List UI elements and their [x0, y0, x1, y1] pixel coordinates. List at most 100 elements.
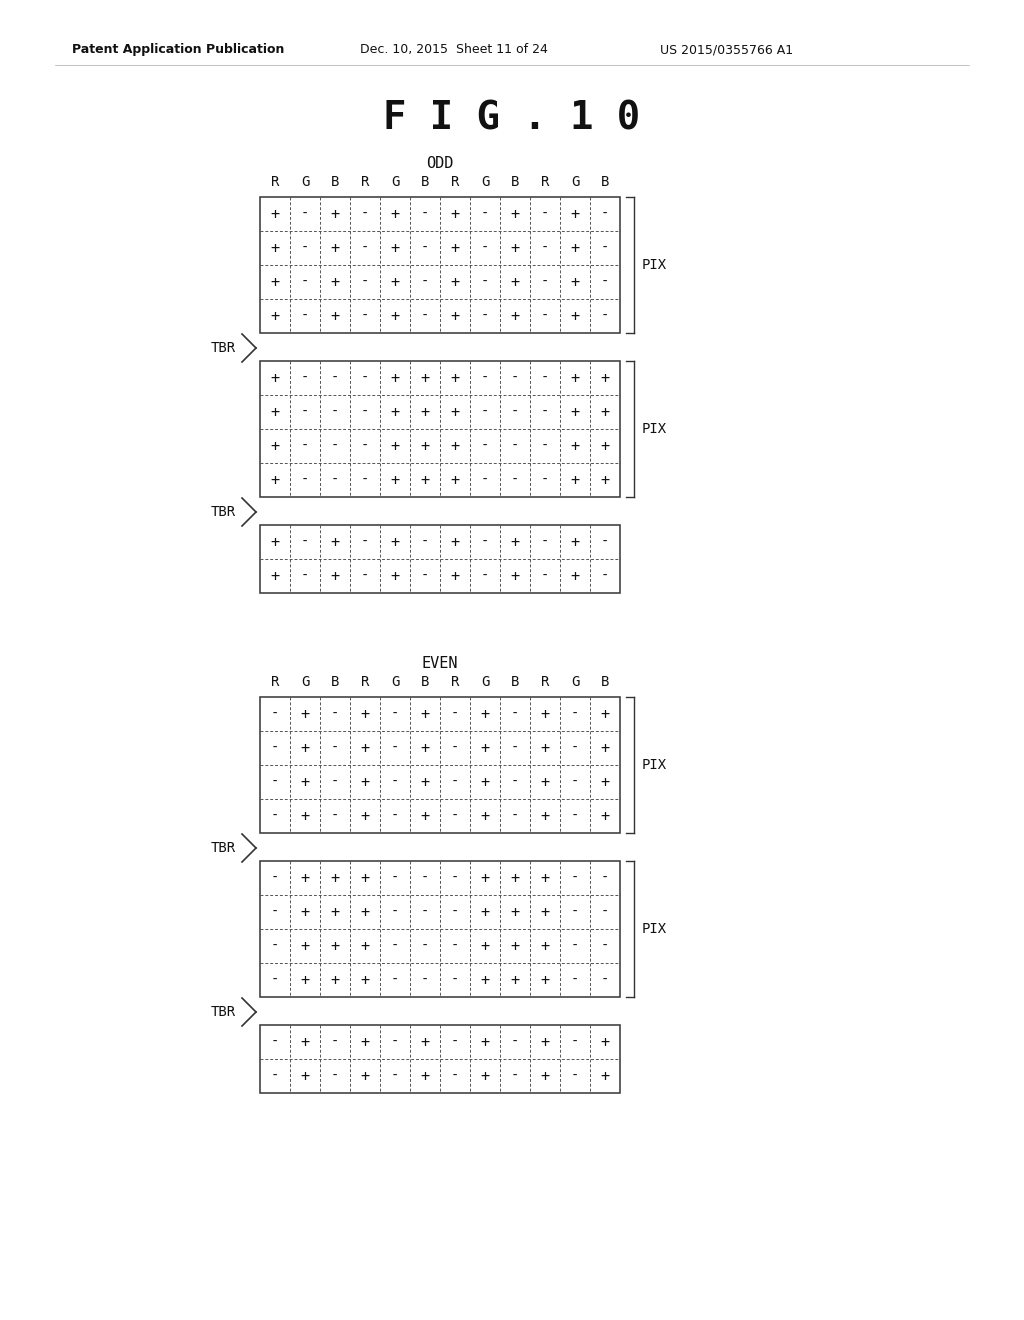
Text: +: +: [570, 535, 580, 549]
Text: B: B: [331, 176, 339, 189]
Text: +: +: [331, 206, 340, 222]
Text: -: -: [451, 741, 459, 755]
Text: F I G . 1 0: F I G . 1 0: [383, 99, 641, 137]
Text: +: +: [300, 904, 309, 920]
Text: +: +: [541, 939, 550, 953]
Text: +: +: [541, 808, 550, 824]
Text: +: +: [300, 808, 309, 824]
Text: +: +: [480, 904, 489, 920]
Text: +: +: [421, 741, 429, 755]
Text: +: +: [600, 1068, 609, 1084]
Text: EVEN: EVEN: [422, 656, 459, 671]
Text: +: +: [541, 870, 550, 886]
Text: +: +: [270, 404, 280, 420]
Text: R: R: [541, 176, 549, 189]
Text: -: -: [451, 809, 459, 822]
Text: -: -: [570, 939, 580, 953]
Text: -: -: [451, 973, 459, 987]
Text: +: +: [300, 973, 309, 987]
Text: +: +: [360, 808, 370, 824]
Text: -: -: [301, 242, 309, 255]
Text: -: -: [301, 473, 309, 487]
Text: -: -: [451, 708, 459, 721]
Text: -: -: [421, 906, 429, 919]
Text: -: -: [481, 207, 489, 220]
Text: +: +: [421, 438, 429, 454]
Text: -: -: [270, 871, 280, 884]
Text: +: +: [270, 438, 280, 454]
Text: B: B: [601, 675, 609, 689]
Text: -: -: [421, 973, 429, 987]
Text: -: -: [541, 242, 549, 255]
Text: G: G: [570, 675, 580, 689]
Text: +: +: [451, 371, 460, 385]
Text: US 2015/0355766 A1: US 2015/0355766 A1: [660, 44, 794, 57]
Text: +: +: [421, 473, 429, 487]
Text: -: -: [270, 906, 280, 919]
Text: -: -: [601, 871, 609, 884]
Text: -: -: [570, 871, 580, 884]
Text: -: -: [541, 207, 549, 220]
Text: -: -: [360, 275, 370, 289]
Text: +: +: [270, 569, 280, 583]
Text: -: -: [511, 440, 519, 453]
Text: +: +: [600, 741, 609, 755]
Text: +: +: [270, 473, 280, 487]
Text: -: -: [331, 1035, 339, 1049]
Text: +: +: [360, 973, 370, 987]
Text: +: +: [390, 473, 399, 487]
Text: -: -: [391, 708, 399, 721]
Text: -: -: [331, 473, 339, 487]
Text: -: -: [481, 440, 489, 453]
Text: -: -: [301, 207, 309, 220]
Text: +: +: [570, 371, 580, 385]
Text: Dec. 10, 2015  Sheet 11 of 24: Dec. 10, 2015 Sheet 11 of 24: [360, 44, 548, 57]
Text: +: +: [390, 309, 399, 323]
Text: -: -: [481, 275, 489, 289]
Text: G: G: [301, 675, 309, 689]
Text: B: B: [421, 176, 429, 189]
Bar: [260, 197, 620, 333]
Text: -: -: [301, 535, 309, 549]
Text: +: +: [331, 569, 340, 583]
Text: +: +: [570, 569, 580, 583]
Text: G: G: [301, 176, 309, 189]
Text: G: G: [481, 675, 489, 689]
Text: +: +: [510, 535, 519, 549]
Text: +: +: [541, 1035, 550, 1049]
Text: -: -: [451, 1069, 459, 1082]
Text: -: -: [481, 569, 489, 583]
Text: -: -: [360, 242, 370, 255]
Text: +: +: [541, 706, 550, 722]
Text: G: G: [481, 176, 489, 189]
Text: -: -: [331, 405, 339, 418]
Text: +: +: [480, 870, 489, 886]
Text: -: -: [601, 309, 609, 323]
Text: +: +: [570, 404, 580, 420]
Text: +: +: [331, 973, 340, 987]
Text: -: -: [541, 473, 549, 487]
Text: -: -: [360, 440, 370, 453]
Text: -: -: [481, 405, 489, 418]
Text: +: +: [480, 1068, 489, 1084]
Text: -: -: [481, 535, 489, 549]
Text: -: -: [391, 741, 399, 755]
Text: -: -: [331, 371, 339, 385]
Text: +: +: [270, 275, 280, 289]
Text: -: -: [270, 939, 280, 953]
Text: +: +: [421, 371, 429, 385]
Text: -: -: [301, 371, 309, 385]
Text: +: +: [421, 775, 429, 789]
Text: +: +: [451, 473, 460, 487]
Text: TBR: TBR: [211, 841, 236, 855]
Text: +: +: [510, 240, 519, 256]
Text: +: +: [360, 939, 370, 953]
Text: R: R: [360, 176, 370, 189]
Text: B: B: [511, 176, 519, 189]
Text: -: -: [331, 440, 339, 453]
Text: +: +: [600, 706, 609, 722]
Text: +: +: [421, 404, 429, 420]
Text: -: -: [360, 371, 370, 385]
Text: +: +: [600, 808, 609, 824]
Text: R: R: [360, 675, 370, 689]
